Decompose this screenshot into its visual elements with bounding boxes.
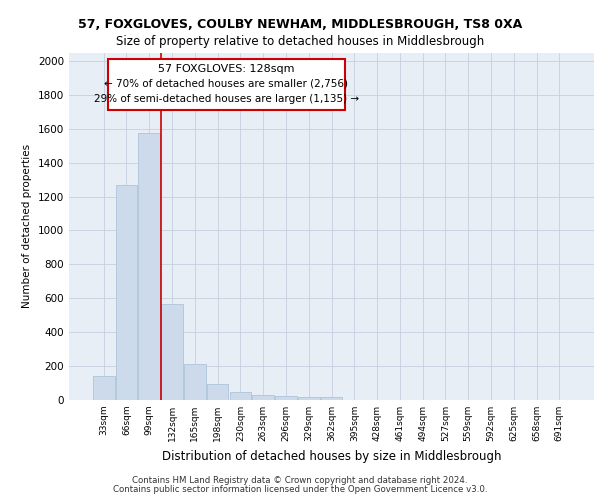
Text: ← 70% of detached houses are smaller (2,756): ← 70% of detached houses are smaller (2,… <box>104 78 349 88</box>
Text: Contains public sector information licensed under the Open Government Licence v3: Contains public sector information licen… <box>113 485 487 494</box>
Bar <box>320 398 343 400</box>
Bar <box>207 384 229 400</box>
Bar <box>139 133 160 400</box>
Text: Contains HM Land Registry data © Crown copyright and database right 2024.: Contains HM Land Registry data © Crown c… <box>132 476 468 485</box>
Bar <box>116 184 137 400</box>
Text: 57, FOXGLOVES, COULBY NEWHAM, MIDDLESBROUGH, TS8 0XA: 57, FOXGLOVES, COULBY NEWHAM, MIDDLESBRO… <box>78 18 522 30</box>
Bar <box>275 396 297 400</box>
Bar <box>298 398 320 400</box>
Bar <box>230 392 251 400</box>
Text: Size of property relative to detached houses in Middlesbrough: Size of property relative to detached ho… <box>116 35 484 48</box>
Y-axis label: Number of detached properties: Number of detached properties <box>22 144 32 308</box>
Bar <box>93 376 115 400</box>
Bar <box>161 304 183 400</box>
X-axis label: Distribution of detached houses by size in Middlesbrough: Distribution of detached houses by size … <box>162 450 501 462</box>
Text: 29% of semi-detached houses are larger (1,135) →: 29% of semi-detached houses are larger (… <box>94 94 359 104</box>
Text: 57 FOXGLOVES: 128sqm: 57 FOXGLOVES: 128sqm <box>158 64 295 74</box>
Bar <box>184 364 206 400</box>
Bar <box>253 395 274 400</box>
FancyBboxPatch shape <box>109 60 344 110</box>
